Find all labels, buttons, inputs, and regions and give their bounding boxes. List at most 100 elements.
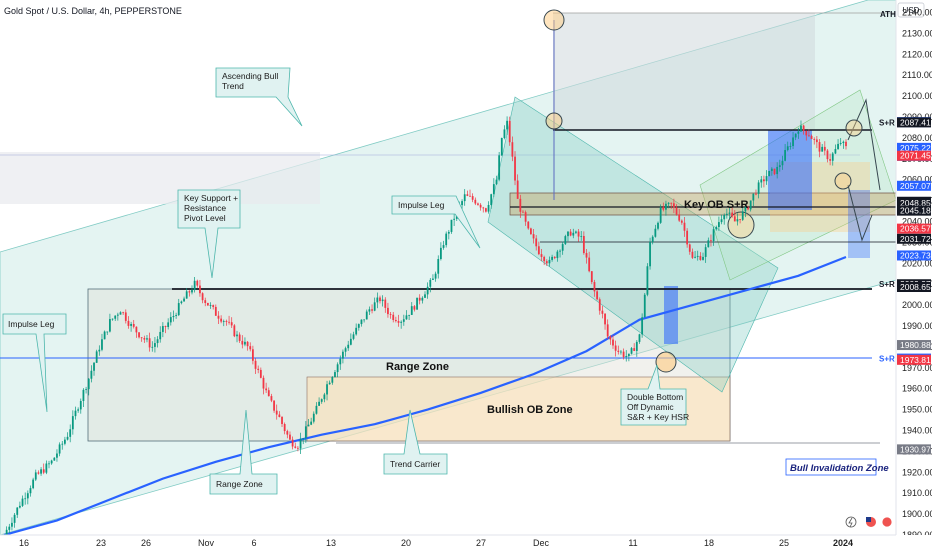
y-tick-label: 1900.00 [902, 509, 932, 519]
candle [601, 305, 604, 319]
candle [519, 194, 522, 218]
candle [103, 330, 106, 340]
key-ob-sr-label: Key OB S+R [684, 199, 749, 211]
candle [424, 291, 426, 298]
candle [463, 189, 466, 206]
candle [821, 144, 824, 152]
x-tick-label: 11 [628, 538, 637, 548]
candle [183, 296, 185, 302]
candle [90, 365, 93, 383]
sr-level-label: S+R [879, 355, 895, 364]
y-tick-label: 1950.00 [902, 405, 932, 415]
candle [278, 411, 281, 418]
price-tag: 2087.41 [897, 117, 931, 128]
candle [225, 319, 228, 326]
range-zone-callout-label: Range Zone [216, 479, 263, 489]
candle [172, 310, 175, 322]
candle [683, 217, 686, 237]
candle [196, 279, 199, 288]
svg-text:2036.57: 2036.57 [900, 224, 931, 234]
projection-path-up [847, 98, 881, 191]
candle [582, 231, 585, 255]
candle [559, 249, 561, 258]
candle [116, 312, 119, 321]
candle [365, 309, 368, 320]
candle [797, 127, 800, 139]
candle [688, 243, 691, 255]
candle [495, 175, 498, 186]
y-tick-label: 2040.00 [902, 216, 932, 226]
candle [405, 310, 408, 320]
svg-text:1973.81: 1973.81 [900, 355, 931, 365]
candle [297, 445, 299, 452]
candle [310, 417, 313, 426]
candle [323, 392, 326, 403]
right-top-circle [845, 119, 863, 137]
candle [739, 219, 741, 224]
candle [755, 189, 757, 196]
candle [667, 202, 670, 209]
candle [387, 302, 389, 318]
candle [273, 400, 275, 413]
candle [447, 229, 450, 240]
candle [482, 206, 485, 213]
candle [40, 467, 42, 476]
candle [781, 155, 784, 170]
y-tick-label: 1970.00 [902, 363, 932, 373]
candle [233, 324, 236, 338]
candle [79, 398, 82, 414]
candle [643, 292, 646, 318]
candle [318, 397, 320, 406]
candle [540, 248, 543, 262]
candle [567, 231, 569, 242]
candle [699, 252, 702, 261]
candle [8, 523, 11, 534]
candle [598, 297, 601, 315]
candle [106, 331, 109, 335]
candle [63, 436, 66, 446]
candle [744, 205, 747, 218]
y-tick-label: 1960.00 [902, 384, 932, 394]
candle [130, 321, 132, 332]
y-tick-label: 2120.00 [902, 49, 932, 59]
candle [246, 341, 249, 351]
y-tick-label: 2000.00 [902, 300, 932, 310]
candle [837, 139, 839, 150]
y-tick-label: 2100.00 [902, 91, 932, 101]
double-bottom-circle [655, 351, 677, 373]
candle [384, 297, 387, 313]
candle [236, 330, 238, 343]
svg-text:2048.85: 2048.85 [900, 198, 931, 208]
x-tick-label: 25 [779, 538, 789, 548]
candle [342, 349, 344, 364]
bottom-right-icons[interactable] [845, 516, 893, 528]
candle [479, 203, 482, 211]
candle [222, 319, 225, 327]
candle [360, 319, 363, 327]
candle [257, 365, 260, 374]
candle [691, 248, 694, 259]
candle [432, 274, 434, 280]
candle [334, 370, 336, 378]
candle [275, 404, 278, 420]
candle [429, 277, 432, 293]
candle [397, 314, 400, 327]
candle [26, 490, 29, 505]
candle [651, 235, 654, 245]
candle [638, 333, 641, 344]
lightning-icon[interactable] [845, 516, 857, 528]
candle [320, 398, 323, 404]
candle [304, 421, 307, 443]
candle [368, 306, 371, 316]
candle [21, 495, 24, 507]
calendar-event-icon[interactable] [881, 516, 893, 528]
svg-text:2075.22: 2075.22 [900, 143, 931, 153]
candle [421, 296, 424, 304]
candle [254, 358, 257, 375]
candle [220, 315, 223, 324]
candle [352, 331, 355, 341]
candle [760, 176, 763, 188]
candle [723, 213, 726, 225]
bullish-ob-zone-label: Bullish OB Zone [487, 404, 573, 416]
